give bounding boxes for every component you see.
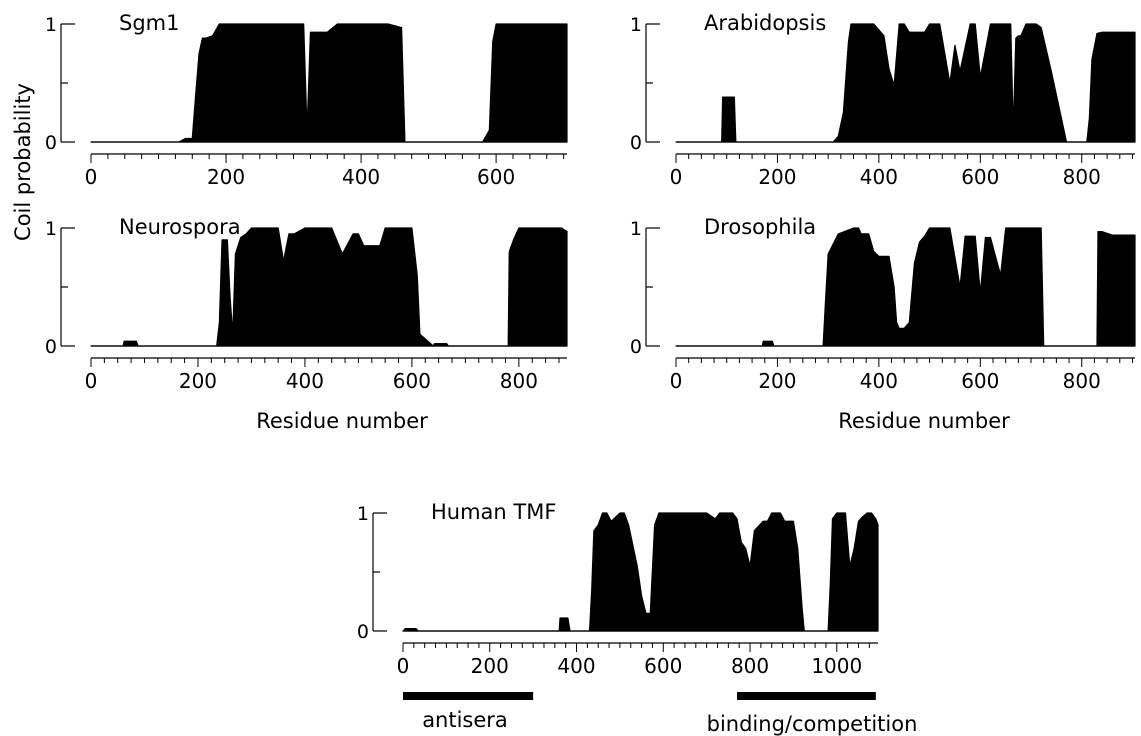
x-axis: 0 200 400 600 bbox=[85, 153, 567, 189]
antisera-label: antisera bbox=[422, 708, 508, 732]
y-tick-label: 1 bbox=[357, 503, 369, 525]
y-axis: 01 bbox=[630, 14, 660, 154]
x-axis: 0 200 400 600 800 bbox=[670, 357, 1135, 393]
y-tick-label: 0 bbox=[630, 132, 642, 154]
x-tick-label: 600 bbox=[477, 165, 515, 189]
panel-title: Sgm1 bbox=[119, 11, 179, 35]
coil-area-series bbox=[90, 227, 568, 347]
x-tick-label: 400 bbox=[286, 369, 324, 393]
x-tick-label: 400 bbox=[557, 654, 595, 678]
x-tick-label: 400 bbox=[342, 165, 380, 189]
x-tick-label: 200 bbox=[471, 654, 509, 678]
binding-competition-label: binding/competition bbox=[707, 712, 918, 736]
annotation-bars-group: antisera binding/competition bbox=[403, 692, 917, 736]
x-tick-label: 800 bbox=[1063, 369, 1101, 393]
panel-title: Human TMF bbox=[431, 500, 556, 524]
binding-competition-bar bbox=[737, 692, 876, 700]
x-tick-label: 0 bbox=[670, 165, 683, 189]
y-tick-label: 1 bbox=[630, 218, 642, 240]
x-axis: 0 200 400 600 800 1000 bbox=[397, 642, 878, 678]
xlabel-left: Residue number bbox=[256, 409, 428, 433]
x-tick-label: 0 bbox=[670, 369, 683, 393]
panel-title: Neurospora bbox=[119, 215, 241, 239]
xlabel-right: Residue number bbox=[838, 409, 1010, 433]
y-tick-label: 0 bbox=[357, 621, 369, 643]
x-tick-label: 200 bbox=[758, 369, 796, 393]
x-tick-label: 800 bbox=[500, 369, 538, 393]
x-tick-label: 400 bbox=[860, 165, 898, 189]
x-tick-label: 600 bbox=[644, 654, 682, 678]
y-tick-label: 1 bbox=[45, 218, 57, 240]
x-axis: 0 200 400 600 800 bbox=[85, 357, 567, 393]
coil-area-series bbox=[675, 227, 1136, 347]
antisera-bar bbox=[403, 692, 534, 700]
y-axis: 01 bbox=[630, 218, 660, 358]
y-axis: 01 bbox=[45, 218, 75, 358]
x-axis: 0 200 400 600 800 bbox=[670, 153, 1135, 189]
x-tick-label: 1000 bbox=[811, 654, 862, 678]
panel-title: Drosophila bbox=[704, 215, 816, 239]
x-tick-label: 800 bbox=[1063, 165, 1101, 189]
x-tick-label: 600 bbox=[393, 369, 431, 393]
x-tick-label: 0 bbox=[85, 165, 98, 189]
x-tick-label: 400 bbox=[860, 369, 898, 393]
x-tick-label: 600 bbox=[961, 369, 999, 393]
x-tick-label: 200 bbox=[179, 369, 217, 393]
panel-title: Arabidopsis bbox=[704, 11, 826, 35]
y-tick-label: 1 bbox=[630, 14, 642, 36]
y-tick-label: 0 bbox=[45, 132, 57, 154]
y-axis: 01 bbox=[45, 14, 75, 154]
x-tick-label: 600 bbox=[961, 165, 999, 189]
y-tick-label: 1 bbox=[45, 14, 57, 36]
y-tick-label: 0 bbox=[630, 336, 642, 358]
y-axis: 01 bbox=[357, 503, 387, 643]
coil-area-series bbox=[402, 512, 879, 632]
x-tick-label: 0 bbox=[85, 369, 98, 393]
figure-ylabel: Coil probability bbox=[11, 83, 35, 241]
x-tick-label: 200 bbox=[207, 165, 245, 189]
x-tick-label: 0 bbox=[397, 654, 410, 678]
y-tick-label: 0 bbox=[45, 336, 57, 358]
coil-area-series bbox=[90, 23, 568, 143]
x-tick-label: 800 bbox=[731, 654, 769, 678]
coil-area-series bbox=[675, 23, 1136, 143]
x-tick-label: 200 bbox=[758, 165, 796, 189]
